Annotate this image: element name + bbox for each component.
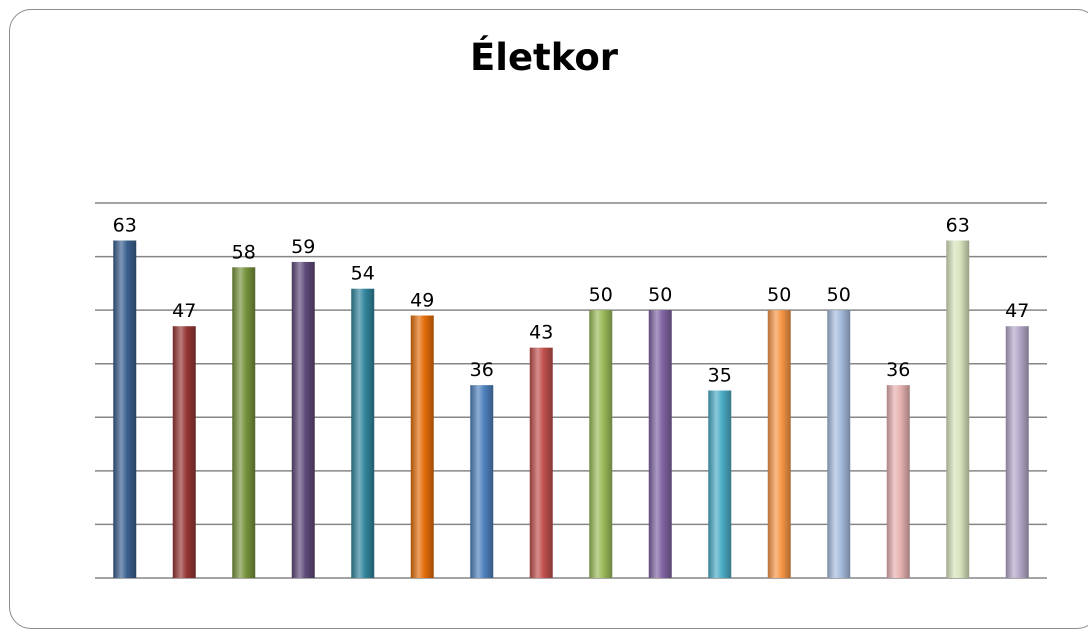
bar-4: [291, 261, 315, 578]
data-label-10: 50: [648, 284, 672, 306]
data-label-3: 58: [232, 241, 256, 263]
bar-16: [1005, 326, 1029, 578]
bar-2: [172, 326, 196, 578]
chart-title: Életkor: [469, 36, 619, 79]
bar-14: [886, 385, 910, 578]
data-label-9: 50: [589, 284, 613, 306]
data-label-4: 59: [291, 236, 315, 258]
bar-11: [708, 390, 732, 578]
data-label-5: 54: [351, 263, 375, 285]
data-label-2: 47: [172, 300, 196, 322]
data-label-7: 36: [470, 359, 494, 381]
data-label-15: 63: [946, 215, 970, 237]
bar-1: [113, 240, 137, 578]
bar-15: [946, 240, 970, 578]
bar-3: [232, 267, 256, 578]
bar-10: [648, 310, 672, 578]
data-label-8: 43: [529, 322, 553, 344]
bar-12: [767, 310, 791, 578]
data-label-14: 36: [886, 359, 910, 381]
bar-13: [827, 310, 851, 578]
data-label-11: 35: [708, 365, 732, 387]
data-label-16: 47: [1005, 300, 1029, 322]
bar-6: [410, 315, 434, 578]
bar-9: [589, 310, 613, 578]
chart-plot: 63 47 58 59 54 49 36 43 50 50 35 50 50 36 63 47: [95, 202, 1047, 579]
data-label-13: 50: [827, 284, 851, 306]
bar-8: [529, 347, 553, 578]
data-label-1: 63: [113, 215, 137, 237]
data-label-6: 49: [410, 290, 434, 312]
bar-5: [351, 288, 375, 578]
bar-7: [470, 385, 494, 578]
data-label-12: 50: [767, 284, 791, 306]
